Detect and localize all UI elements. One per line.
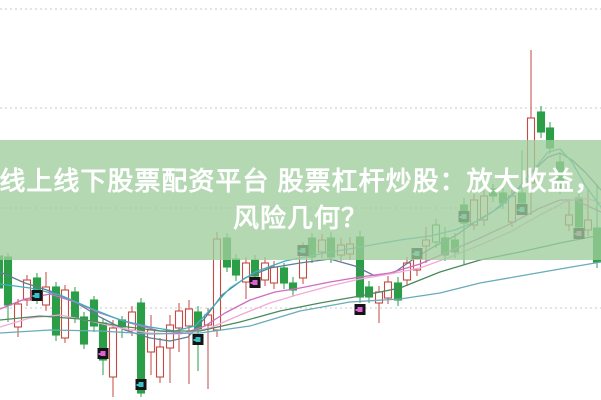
headline-line-1: 线上线下股票配资平台 股票杠杆炒股：放大收益， [0, 166, 601, 196]
headline-overlay: 线上线下股票配资平台 股票杠杆炒股：放大收益， 风险几何？ [0, 140, 601, 260]
headline-line-2: 风险几何？ [232, 203, 368, 233]
